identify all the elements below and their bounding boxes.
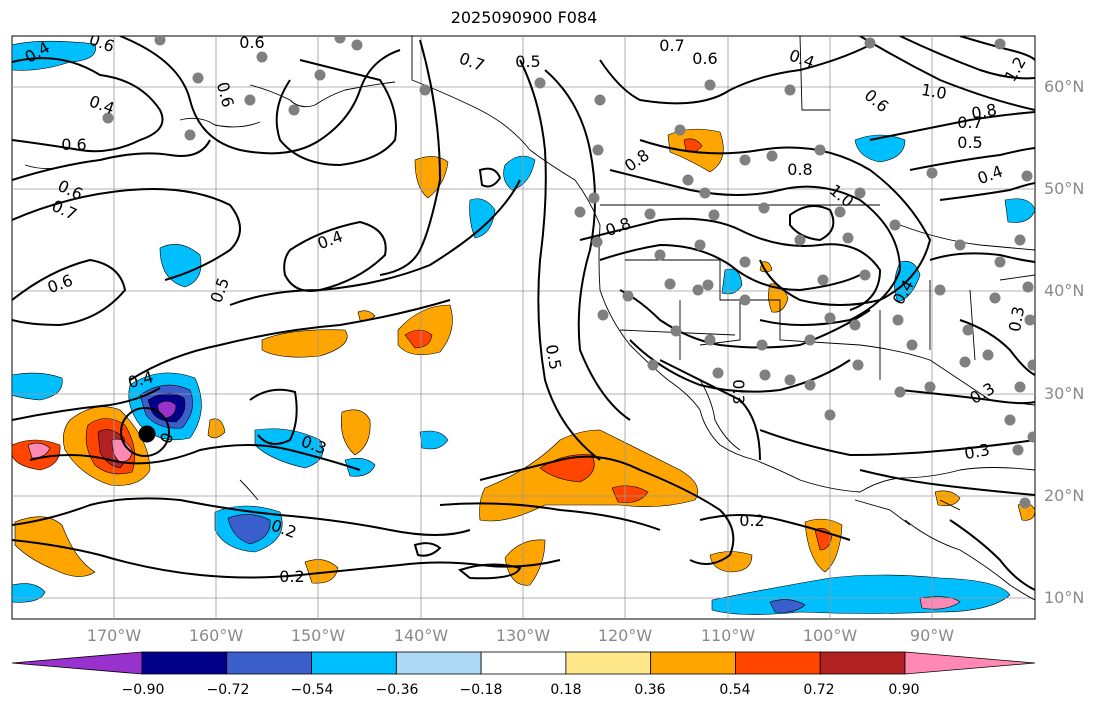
pos-area xyxy=(611,485,649,503)
lat-label: 60°N xyxy=(1044,77,1085,96)
neg-area xyxy=(12,40,97,71)
contour-label: 0.2 xyxy=(279,567,304,586)
map-frame xyxy=(11,35,1036,620)
neg-area xyxy=(503,155,536,191)
contour-label: 0.7 xyxy=(659,36,684,55)
lon-label: 120°W xyxy=(597,626,653,645)
lat-label: 30°N xyxy=(1044,384,1085,403)
station-dots xyxy=(102,36,1035,509)
lon-label: 140°W xyxy=(393,626,449,645)
pos-area xyxy=(341,409,371,456)
colorbar-extend-low xyxy=(11,651,143,675)
contour-label: 0.6 xyxy=(692,49,717,68)
colorbar-segment xyxy=(311,651,397,675)
contours xyxy=(12,36,1035,591)
contour-label: 0.3 xyxy=(963,440,991,463)
coastlines xyxy=(24,36,1035,601)
colorbar-segment xyxy=(819,651,906,675)
contour-label: 0.8 xyxy=(787,160,812,179)
colorbar-segment xyxy=(395,651,482,675)
contour-label: 0.6 xyxy=(239,33,264,52)
neg-area xyxy=(721,268,743,295)
colorbar-segment xyxy=(141,651,228,675)
neg-area xyxy=(1004,198,1035,223)
storm-center-marker xyxy=(138,425,156,443)
neg-area xyxy=(469,198,496,239)
neg-area xyxy=(854,134,906,163)
colorbar-extend-high xyxy=(904,651,1036,675)
neg-area xyxy=(227,514,271,545)
contour-label: 0.5 xyxy=(542,343,565,371)
colorbar-segment xyxy=(650,651,736,675)
neg-area xyxy=(919,596,961,610)
colorbar-tick: −0.54 xyxy=(290,682,334,698)
contour-label: 0.7 xyxy=(957,113,982,132)
colorbar xyxy=(11,651,1036,675)
colorbar-tick: −0.36 xyxy=(375,682,419,698)
lon-label: 110°W xyxy=(700,626,756,645)
neg-area xyxy=(769,599,806,613)
colorbar-tick: 0.90 xyxy=(888,682,920,698)
contour-label: 0.3 xyxy=(729,379,748,404)
lon-label: 90°W xyxy=(909,626,955,645)
colorbar-segment xyxy=(480,651,567,675)
contour-label: 0.8 xyxy=(970,100,998,123)
lat-label: 20°N xyxy=(1044,486,1085,505)
colorbar-segment xyxy=(226,651,312,675)
lat-label: 50°N xyxy=(1044,179,1085,198)
colorbar-tick: 0.72 xyxy=(803,682,835,698)
colorbar-tick: −0.18 xyxy=(459,682,503,698)
lat-label: 40°N xyxy=(1044,281,1085,300)
colorbar-segment xyxy=(565,651,652,675)
pos-area xyxy=(404,329,433,349)
contour-label: 1.0 xyxy=(920,80,948,103)
pos-area xyxy=(207,418,226,439)
colorbar-tick: −0.72 xyxy=(206,682,250,698)
colorbar-segment xyxy=(735,651,821,675)
lat-label: 10°N xyxy=(1044,588,1085,607)
lon-label: 150°W xyxy=(290,626,346,645)
pos-area xyxy=(304,559,339,584)
colorbar-tick: −0.90 xyxy=(121,682,165,698)
contour-label: 0.3 xyxy=(1005,305,1028,333)
contour-label: 0.2 xyxy=(739,511,764,530)
lon-label: 170°W xyxy=(86,626,142,645)
neg-area xyxy=(159,243,202,288)
neg-area xyxy=(254,428,324,469)
contour-label: 0.5 xyxy=(957,133,982,152)
lon-label: 100°W xyxy=(802,626,858,645)
colorbar-tick: 0.54 xyxy=(719,682,751,698)
neg-area xyxy=(12,372,63,401)
neg-area xyxy=(419,430,449,450)
contour-label: 0.5 xyxy=(515,52,540,71)
lon-label: 130°W xyxy=(495,626,551,645)
graticule xyxy=(12,36,1035,619)
lon-label: 160°W xyxy=(188,626,244,645)
colorbar-tick: 0.36 xyxy=(634,682,666,698)
pos-area xyxy=(261,329,348,358)
neg-area xyxy=(344,458,376,477)
map-title: 2025090900 F084 xyxy=(450,8,598,27)
pos-area xyxy=(934,490,961,506)
contour-label: 0.6 xyxy=(61,135,86,154)
colorbar-tick: 0.18 xyxy=(550,682,582,698)
